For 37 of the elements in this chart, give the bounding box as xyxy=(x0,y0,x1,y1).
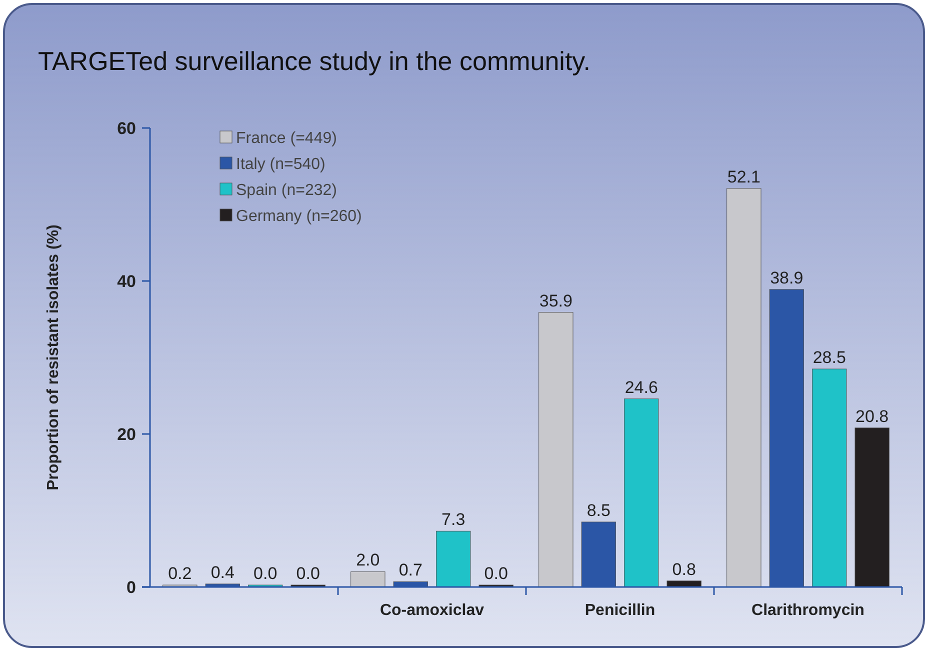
data-label: 7.3 xyxy=(442,510,466,530)
data-label: 0.7 xyxy=(398,560,422,580)
x-tick-label: Penicillin xyxy=(584,602,656,619)
data-label: 24.6 xyxy=(624,378,658,397)
data-label: 28.5 xyxy=(812,348,846,367)
data-label: 38.9 xyxy=(770,268,804,288)
data-label: 0.0 xyxy=(484,564,508,583)
y-tick-label: 0 xyxy=(126,578,136,597)
bar xyxy=(726,188,762,588)
data-label: 2.0 xyxy=(356,550,380,570)
legend-label: Germany (n=260) xyxy=(236,208,362,225)
legend-label: France (=449) xyxy=(236,130,337,147)
bar xyxy=(436,530,471,588)
data-label: 0.8 xyxy=(672,560,696,579)
data-label: 0.2 xyxy=(168,564,192,583)
data-label: 52.1 xyxy=(727,167,760,186)
bar xyxy=(624,398,659,588)
x-tick-label: Clarithromycin xyxy=(752,602,864,619)
bar xyxy=(538,312,574,588)
bar xyxy=(854,428,890,588)
legend-label: Spain (n=232) xyxy=(236,182,337,199)
y-tick-label: 60 xyxy=(117,119,136,138)
y-tick-label: 40 xyxy=(117,272,136,291)
data-label: 0.0 xyxy=(296,564,320,583)
data-label: 0.4 xyxy=(210,562,234,582)
bar xyxy=(812,368,847,588)
data-label: 20.8 xyxy=(856,406,889,426)
data-label: 0.0 xyxy=(254,564,278,583)
y-axis-title: Proportion of resistant isolates (%) xyxy=(45,224,62,490)
bar xyxy=(350,571,386,588)
y-tick-label: 20 xyxy=(117,425,136,444)
data-label: 8.5 xyxy=(586,500,610,520)
data-label: 35.9 xyxy=(539,291,572,310)
chart-title: TARGETed surveillance study in the community. xyxy=(38,46,590,76)
x-tick-label: Co-amoxiclav xyxy=(380,602,484,619)
legend-label: Italy (n=540) xyxy=(236,156,326,173)
bar xyxy=(666,580,702,588)
